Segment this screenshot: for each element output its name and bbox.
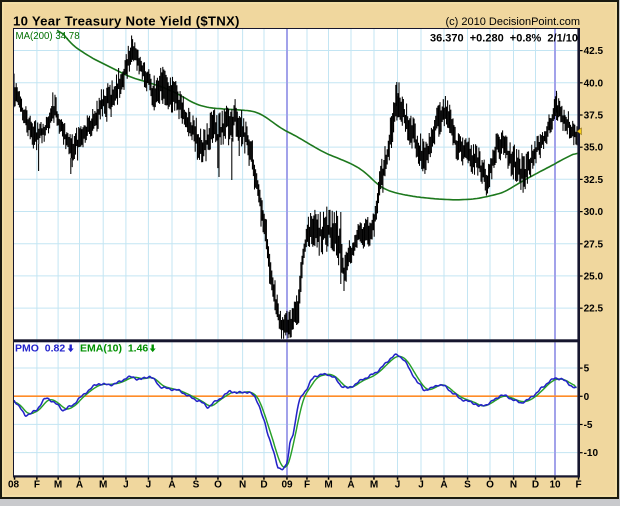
svg-text:PMO 0.82: PMO 0.82 xyxy=(15,343,65,355)
svg-text:M: M xyxy=(99,480,107,491)
svg-text:F: F xyxy=(304,480,310,491)
svg-text:M: M xyxy=(370,480,378,491)
svg-text:(c) 2010 DecisionPoint.com: (c) 2010 DecisionPoint.com xyxy=(445,16,580,28)
svg-text:42.5: 42.5 xyxy=(584,46,604,57)
svg-text:J: J xyxy=(123,480,129,491)
svg-text:22.5: 22.5 xyxy=(584,304,604,315)
svg-text:A: A xyxy=(440,480,447,491)
svg-text:M: M xyxy=(54,480,62,491)
svg-text:M: M xyxy=(324,480,332,491)
svg-text:37.5: 37.5 xyxy=(584,111,604,122)
svg-text:N: N xyxy=(239,480,246,491)
svg-text:F: F xyxy=(34,480,40,491)
svg-text:N: N xyxy=(510,480,517,491)
svg-text:5: 5 xyxy=(584,364,590,375)
svg-text:40.0: 40.0 xyxy=(584,78,604,89)
svg-text:32.5: 32.5 xyxy=(584,175,604,186)
svg-text:O: O xyxy=(214,480,222,491)
svg-text:S: S xyxy=(464,480,471,491)
svg-text:A: A xyxy=(168,480,175,491)
svg-text:25.0: 25.0 xyxy=(584,272,604,283)
svg-text:36.370 +0.280 +0.8% 2/1/10: 36.370 +0.280 +0.8% 2/1/10 xyxy=(430,33,578,45)
svg-text:08: 08 xyxy=(8,480,20,491)
svg-text:10 Year Treasury Note Yield ($: 10 Year Treasury Note Yield ($TNX) xyxy=(13,14,240,29)
svg-text:D: D xyxy=(532,480,539,491)
svg-text:D: D xyxy=(260,480,267,491)
svg-text:27.5: 27.5 xyxy=(584,239,604,250)
svg-text:-10: -10 xyxy=(584,448,599,459)
svg-text:EMA(10) 1.46: EMA(10) 1.46 xyxy=(80,343,148,355)
svg-text:J: J xyxy=(395,480,401,491)
svg-text:J: J xyxy=(146,480,152,491)
svg-text:0: 0 xyxy=(584,392,590,403)
svg-text:MA(200) 34.78: MA(200) 34.78 xyxy=(16,31,80,42)
svg-text:J: J xyxy=(418,480,424,491)
svg-text:A: A xyxy=(347,480,354,491)
svg-text:O: O xyxy=(486,480,494,491)
svg-text:30.0: 30.0 xyxy=(584,207,604,218)
svg-text:F: F xyxy=(575,480,581,491)
svg-text:09: 09 xyxy=(281,480,293,491)
svg-text:35.0: 35.0 xyxy=(584,143,604,154)
svg-text:A: A xyxy=(76,480,83,491)
svg-text:S: S xyxy=(193,480,200,491)
svg-text:10: 10 xyxy=(549,480,561,491)
svg-text:-5: -5 xyxy=(584,420,593,431)
